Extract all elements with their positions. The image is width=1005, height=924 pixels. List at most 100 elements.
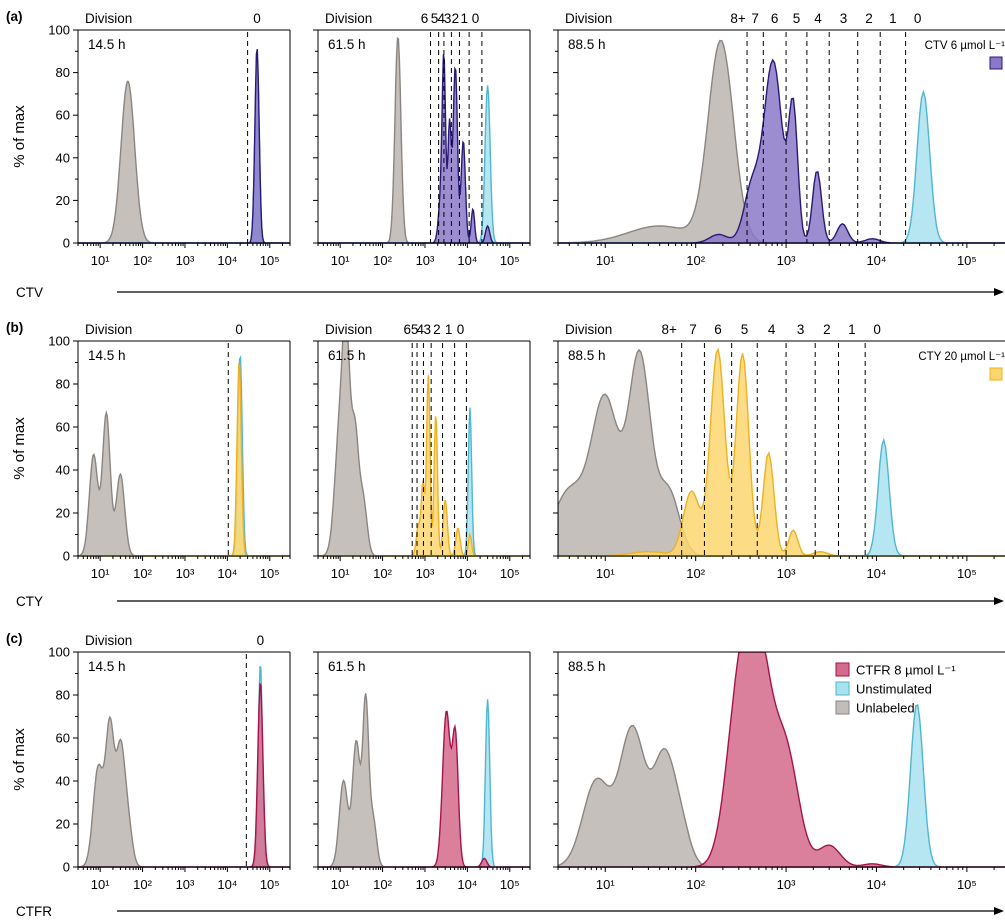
x-tick-label: 10²	[133, 877, 152, 892]
legend-b: CTY 20 µmol L⁻¹	[918, 351, 1005, 381]
division-number: 8+	[730, 11, 746, 26]
division-number: 5	[411, 322, 419, 337]
x-tick-label: 10⁴	[217, 566, 237, 581]
x-axis-label: CTY	[16, 594, 43, 609]
x-tick-label: 10²	[686, 253, 705, 268]
x-tick-label: 10³	[416, 877, 435, 892]
legend-unlabeled-label: Unlabeled	[856, 701, 915, 716]
division-number: 2	[452, 11, 460, 26]
y-axis-label: % of max	[11, 728, 28, 791]
division-number: 5	[431, 11, 439, 26]
time-label: 61.5 h	[328, 37, 366, 52]
division-number: 0	[914, 11, 922, 26]
y-tick-label: 20	[56, 506, 70, 521]
legend-unlabeled-swatch	[835, 700, 850, 715]
x-tick-label: 10¹	[91, 253, 110, 268]
division-header: Division	[565, 322, 612, 337]
x-tick-label: 10⁵	[500, 566, 520, 581]
row-b: (b) % of max CTY	[6, 320, 1004, 609]
arrow-head	[994, 907, 1004, 915]
x-tick-label: 10²	[373, 877, 392, 892]
panel-letter: (c)	[6, 631, 23, 646]
x-tick-label: 10⁵	[500, 877, 520, 892]
x-tick-label: 10⁵	[260, 566, 280, 581]
histogram-unlabeled	[78, 409, 290, 557]
x-tick-label: 10⁴	[457, 566, 477, 581]
x-tick-label: 10³	[176, 253, 195, 268]
y-tick-label: 40	[56, 774, 70, 789]
y-tick-label: 100	[48, 23, 70, 38]
y-tick-label: 0	[63, 236, 70, 251]
plot-area	[78, 48, 290, 244]
x-tick-label: 10³	[176, 566, 195, 581]
legend-label: CTV 6 µmol L⁻¹	[925, 40, 1005, 52]
row-c: (c) % of max CTFR	[6, 631, 1004, 919]
plot-area	[78, 354, 290, 557]
y-tick-label: 40	[56, 150, 70, 165]
x-tick-label: 10⁴	[866, 877, 886, 892]
x-tick-label: 10⁴	[457, 877, 477, 892]
x-tick-label: 10²	[133, 566, 152, 581]
row-a: (a) % of max CTV	[6, 9, 1004, 300]
legend-c: CTFR 8 µmol L⁻¹ Unstimulated Unlabeled	[835, 662, 956, 716]
panel-b-2: 10¹ 10² 10³ 10⁴ 10⁵ 61.5 h Division 6 54 3 2 1 0	[313, 322, 531, 581]
division-number: 4	[768, 322, 776, 337]
division-number: 0	[257, 633, 265, 648]
y-tick-label: 60	[56, 731, 70, 746]
plot-area	[558, 39, 1005, 244]
division-number: 1	[848, 322, 856, 337]
y-tick-label: 20	[56, 193, 70, 208]
x-tick-label: 10¹	[596, 877, 615, 892]
histogram-unlabeled	[558, 348, 1005, 557]
division-number: 6	[771, 11, 779, 26]
time-label: 88.5 h	[568, 659, 606, 674]
histogram-ctv	[558, 58, 1005, 244]
legend-unstimulated-label: Unstimulated	[856, 682, 932, 697]
time-label: 14.5 h	[88, 659, 126, 674]
plot-area	[558, 347, 1005, 557]
division-number: 1	[889, 11, 897, 26]
division-number: 3	[444, 11, 452, 26]
panel-a-2: 10¹ 10² 10³ 10⁴ 10⁵ 61.5 h Division 6 5 43 2 1 0	[313, 11, 531, 268]
x-tick-label: 10²	[686, 877, 705, 892]
y-tick-label: 100	[48, 334, 70, 349]
x-tick-label: 10⁴	[457, 253, 477, 268]
y-axis-label: % of max	[11, 105, 28, 168]
time-label: 14.5 h	[88, 348, 126, 363]
y-tick-label: 80	[56, 377, 70, 392]
panel-letter: (b)	[6, 320, 23, 335]
division-number: 2	[823, 322, 831, 337]
legend-unstimulated-swatch	[835, 681, 850, 696]
x-tick-label: 10¹	[91, 566, 110, 581]
division-number: 8+	[661, 322, 677, 337]
division-number: 4	[438, 11, 446, 26]
division-header: Division	[565, 11, 612, 26]
plot-area	[78, 665, 290, 868]
panel-c-1: 10¹ 10² 10³ 10⁴ 10⁵ 0 20 40 60 80 100 14.5 h Divisio…	[48, 633, 291, 892]
division-number: 7	[689, 322, 697, 337]
histogram-unstimulated	[318, 85, 530, 244]
division-number: 5	[741, 322, 749, 337]
arrow-head	[994, 288, 1004, 296]
x-tick-label: 10¹	[596, 253, 615, 268]
x-tick-label: 10³	[777, 566, 796, 581]
y-tick-label: 0	[63, 549, 70, 564]
division-number: 0	[253, 11, 261, 26]
x-tick-label: 10⁴	[217, 253, 237, 268]
time-label: 61.5 h	[328, 659, 366, 674]
x-tick-label: 10⁵	[957, 566, 977, 581]
y-tick-label: 80	[56, 688, 70, 703]
panel-b-3: 10¹ 10² 10³ 10⁴ 10⁵ 88.5 h Division 8+ 7 6 5 4 3 2 1 0	[553, 322, 1005, 581]
x-tick-label: 10³	[416, 253, 435, 268]
x-tick-label: 10¹	[91, 877, 110, 892]
x-tick-label: 10¹	[331, 253, 350, 268]
division-number: 6	[421, 11, 429, 26]
legend-dye-label: CTFR 8 µmol L⁻¹	[856, 663, 956, 678]
x-tick-label: 10⁵	[260, 877, 280, 892]
legend-dye-swatch	[835, 662, 850, 677]
division-number: 3	[840, 11, 848, 26]
x-tick-label: 10¹	[596, 566, 615, 581]
x-axis-label: CTFR	[16, 904, 52, 919]
division-number: 3	[424, 322, 432, 337]
